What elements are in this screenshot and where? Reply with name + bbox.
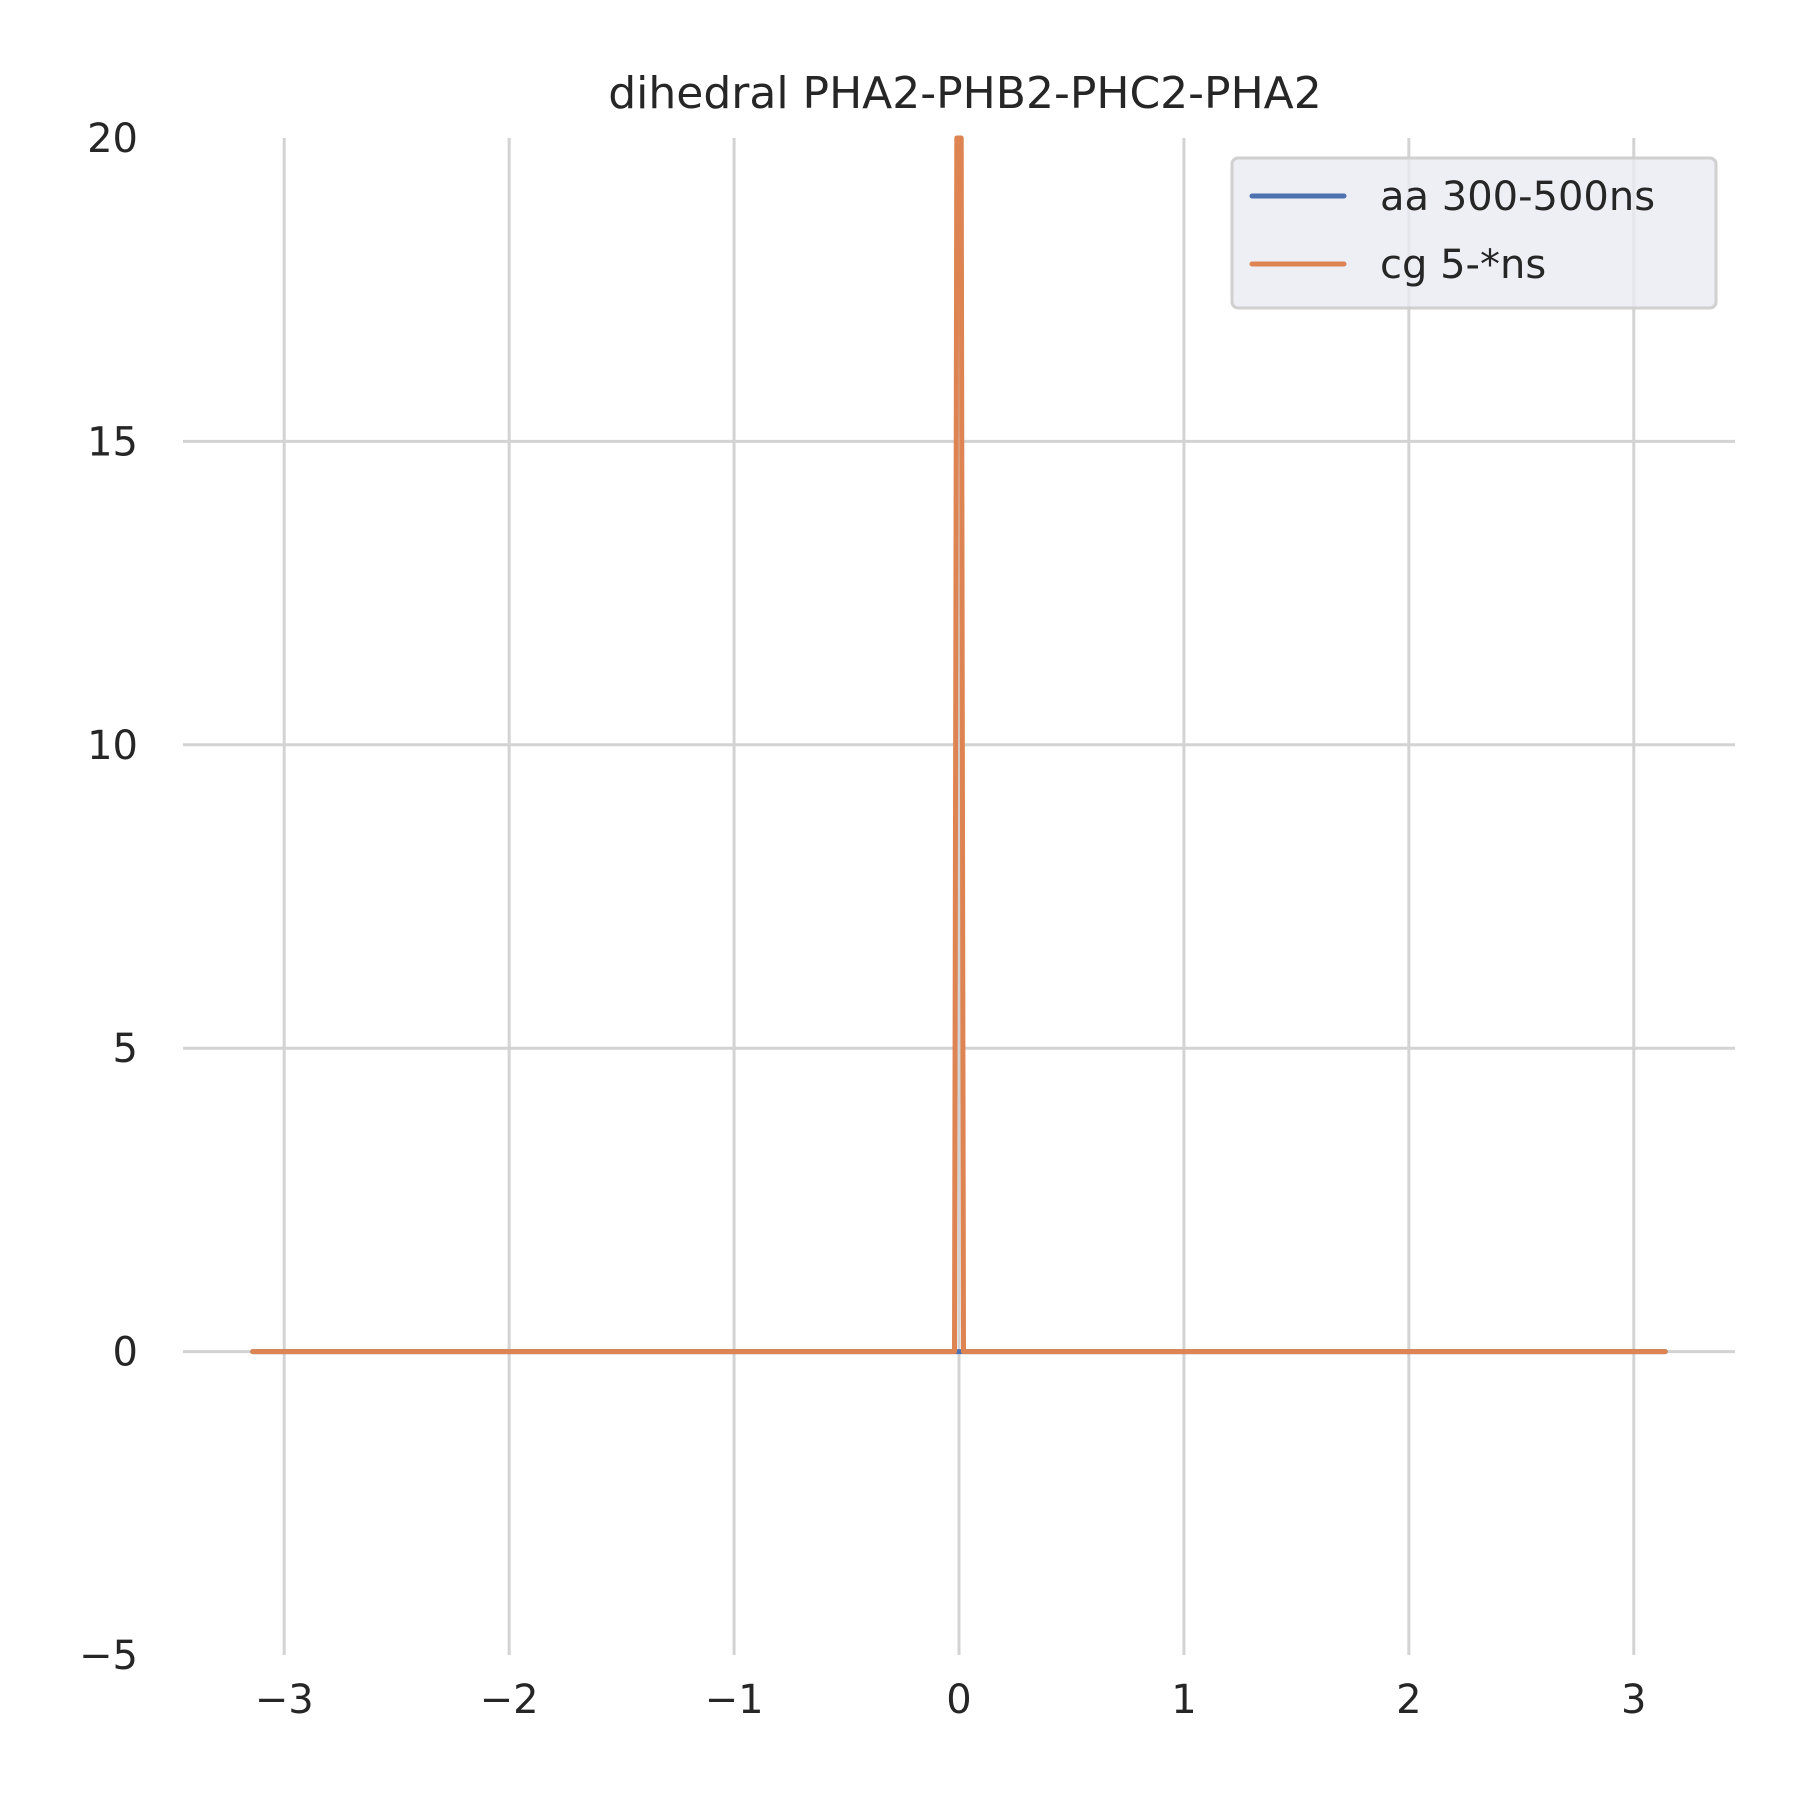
x-tick-label: −3 bbox=[255, 1677, 314, 1723]
x-tick-label: −2 bbox=[480, 1677, 539, 1723]
x-tick-label: 1 bbox=[1171, 1677, 1196, 1723]
x-tick-label: −1 bbox=[705, 1677, 764, 1723]
tick-labels: −3 −2 −1 0 1 2 3 −5 0 5 10 15 20 bbox=[79, 116, 1646, 1723]
y-tick-label: 0 bbox=[113, 1330, 138, 1376]
y-tick-label: 15 bbox=[87, 419, 138, 465]
legend-entries: aa 300-500ns cg 5-*ns bbox=[1249, 174, 1655, 288]
legend-label: aa 300-500ns bbox=[1380, 174, 1655, 220]
series-line-2 bbox=[250, 135, 1668, 1355]
chart-title: dihedral PHA2-PHB2-PHC2-PHA2 bbox=[608, 68, 1322, 119]
y-tick-label: 20 bbox=[87, 116, 138, 162]
legend-label: cg 5-*ns bbox=[1380, 242, 1546, 288]
y-tick-label: −5 bbox=[79, 1633, 138, 1679]
series-lines bbox=[250, 135, 1668, 1355]
y-tick-label: 10 bbox=[87, 723, 138, 769]
x-tick-label: 2 bbox=[1396, 1677, 1421, 1723]
legend-box bbox=[1230, 156, 1718, 310]
x-tick-label: 3 bbox=[1621, 1677, 1646, 1723]
y-tick-label: 5 bbox=[113, 1026, 138, 1072]
x-tick-label: 0 bbox=[946, 1677, 971, 1723]
legend: aa 300-500ns cg 5-*ns bbox=[1230, 156, 1718, 310]
